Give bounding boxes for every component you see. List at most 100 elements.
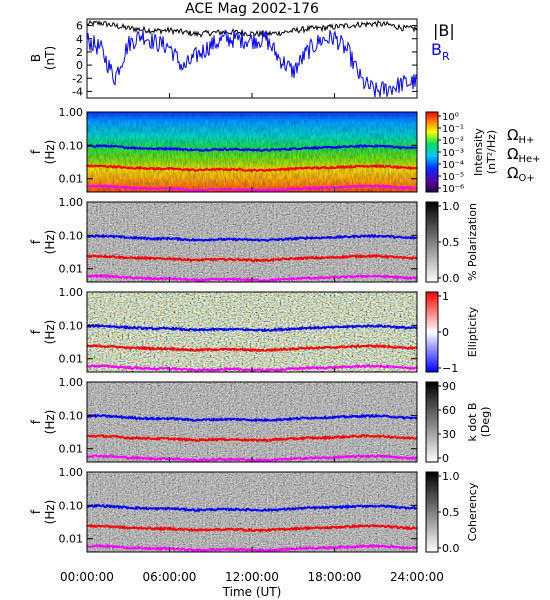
omega-o-sub: O+ [518,173,534,184]
f-axis-label: f [29,329,43,334]
colorbar-tick-label: 60 [442,404,456,417]
colorbar-tick-label: 90 [442,380,456,393]
colorbar-tick-label: 0 [442,326,449,339]
colorbar [425,291,439,373]
colorbar-tick-label: 10⁻³ [442,148,464,159]
colorbar-tick-label: 10⁻⁵ [442,172,464,183]
f-ytick-label: 1.00 [59,106,84,119]
colorbar-tick-label: 1 [442,290,449,303]
colorbar-tick-label: 10⁻⁴ [442,160,464,171]
heatmap-texture [87,292,417,372]
colorbar-tick-label: 0.5 [442,506,460,519]
f-ytick-label: 0.01 [59,443,84,456]
b-axis-units: (nT) [43,46,57,70]
colorbar-label: k dot B [466,403,479,442]
f-ytick-label: 0.10 [59,409,84,422]
omega-he-line [86,253,418,263]
f-axis-units: (Hz) [43,410,57,435]
x-axis: 00:00:00 06:00:00 12:00:00 18:00:00 24:0… [60,570,444,599]
x-tick-label-3: 18:00:00 [308,570,362,584]
legend-b-total: |B| [433,21,455,40]
f-ytick-label: 0.10 [59,139,84,152]
b-ytick-label: -4 [72,85,83,98]
colorbar-label: % Polarization [466,203,479,281]
f-axis-label: f [29,509,43,514]
f-ytick-label: 1.00 [59,376,84,389]
b-ytick-label: 0 [76,59,83,72]
f-axis-units: (Hz) [43,230,57,255]
colorbar-units: (nT²/Hz) [485,130,498,174]
f-ytick-label: 1.00 [59,196,84,209]
f-axis-label: f [29,149,43,154]
colorbar [425,111,439,193]
f-axis-label: f [29,419,43,424]
f-axis-units: (Hz) [43,500,57,525]
colorbar-tick-label: 0.0 [442,272,460,285]
heatmap-texture [87,112,417,192]
omega-symbol-o: Ω [507,164,518,182]
heatmap-texture [87,472,417,552]
legend-omega-h: ΩH+ [507,126,534,146]
omega-h-line [86,143,418,153]
panel-ellipticity: 1.00 0.10 0.01 f (Hz) 1 0 −1 Ellipticity [29,286,479,375]
omega-h-line [86,323,418,333]
f-ytick-label: 0.10 [59,229,84,242]
x-tick-label-0: 00:00:00 [60,570,114,584]
omega-he-line [86,344,418,353]
legend-omega-he: ΩHe+ [507,145,541,165]
panel-kdotb: 1.00 0.10 0.01 f (Hz) 90 60 30 0 k dot B (Deg) [29,376,492,465]
legend-omega-o: ΩO+ [507,164,535,184]
colorbar-label: Coherency [466,482,479,541]
f-ytick-label: 1.00 [59,466,84,479]
f-ytick-label: 0.01 [59,353,84,366]
f-ytick-label: 0.10 [59,319,84,332]
colorbar-tick-label: 0.5 [442,236,460,249]
spectrogram-panels: 1.000.100.01f (Hz)10⁰10⁻¹10⁻²10⁻³10⁻⁴10⁻⁵… [29,106,498,555]
colorbar [425,381,439,463]
x-axis-label: Time (UT) [222,585,282,599]
omega-legend: ΩH+ ΩHe+ ΩO+ [507,126,541,184]
f-axis-label: f [29,239,43,244]
legend-b-r-main: B [431,40,442,59]
f-ytick-label: 1.00 [59,286,84,299]
x-tick-label-2: 12:00:00 [225,570,279,584]
colorbar [425,201,439,283]
series-b-r-line [86,29,418,98]
b-ytick-label: 4 [76,33,83,46]
colorbar-tick-label: 10⁻⁶ [442,184,464,195]
f-ytick-label: 0.01 [59,533,84,546]
f-ytick-label: 0.10 [59,499,84,512]
colorbar-tick-label: 30 [442,428,456,441]
panel-coherency: 1.00 0.10 0.01 f (Hz) 1.0 0.5 0.0 Coherency [29,466,479,555]
chart-title: ACE Mag 2002-176 [185,1,319,17]
f-ytick-label: 0.01 [59,263,84,276]
b-ytick-label: -2 [72,72,83,85]
omega-he-line [87,523,418,533]
colorbar-label: Ellipticity [466,306,479,357]
omega-he-line [86,434,418,443]
legend-b-r: BR [431,40,450,63]
omega-symbol-he: Ω [507,145,518,163]
colorbar-units: (Deg) [479,407,492,438]
panel-polarization: 1.00 0.10 0.01 f (Hz) 1.0 0.5 0.0 % Polarization [29,196,479,285]
colorbar [425,471,439,553]
omega-symbol-h: Ω [507,126,518,144]
colorbar-tick-label: 1.0 [442,200,460,213]
x-tick-label-1: 06:00:00 [143,570,197,584]
colorbar-tick-label: −1 [442,362,458,375]
colorbar-tick-label: 10⁻² [442,136,464,147]
heatmap-texture [87,202,417,282]
omega-h-sub: H+ [518,135,534,146]
b-ytick-label: 2 [76,46,83,59]
f-axis-units: (Hz) [43,320,57,345]
omega-h-line [86,503,418,513]
omega-h-line [86,233,418,242]
colorbar-tick-label: 0 [442,452,449,465]
omega-he-line [86,163,418,173]
heatmap-texture [87,382,417,462]
colorbar-tick-label: 0.0 [442,542,460,555]
colorbar-tick-label: 10⁻¹ [442,124,464,135]
colorbar-tick-label: 10⁰ [442,112,459,123]
